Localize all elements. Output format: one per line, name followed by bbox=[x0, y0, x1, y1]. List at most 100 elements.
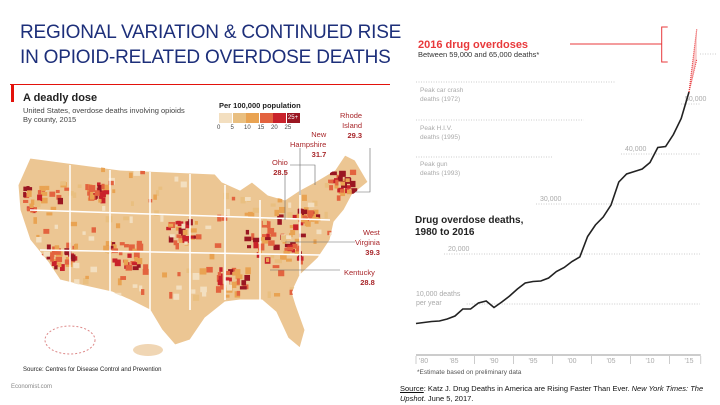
legend-swatch bbox=[232, 113, 246, 123]
highlight-title: 2016 drug overdoses bbox=[418, 39, 529, 51]
x-tick-label: '00 bbox=[567, 358, 576, 365]
callout-ohio: Ohio 28.5 bbox=[272, 158, 288, 177]
county-cell bbox=[103, 245, 110, 251]
county-cell bbox=[327, 248, 332, 254]
county-cell bbox=[56, 194, 62, 200]
us-county-map bbox=[17, 148, 371, 356]
county-cell bbox=[64, 259, 72, 265]
county-cell bbox=[50, 254, 54, 262]
county-cell bbox=[142, 268, 149, 275]
county-cell bbox=[43, 228, 50, 234]
county-cell bbox=[278, 259, 282, 264]
county-cell bbox=[75, 262, 80, 269]
county-cell bbox=[24, 192, 30, 199]
county-cell bbox=[40, 263, 44, 269]
county-cell bbox=[289, 225, 294, 229]
county-cell bbox=[262, 218, 267, 225]
county-cell bbox=[169, 234, 175, 238]
county-cell bbox=[235, 274, 243, 280]
county-cell bbox=[268, 240, 275, 246]
county-cell bbox=[217, 279, 223, 286]
county-cell bbox=[316, 229, 322, 235]
county-cell bbox=[312, 200, 318, 207]
county-cell bbox=[301, 175, 306, 182]
county-cell bbox=[136, 240, 142, 245]
county-cell bbox=[123, 216, 130, 221]
county-cell bbox=[331, 179, 337, 184]
county-cell bbox=[136, 263, 141, 268]
legend-swatch: 25+ bbox=[286, 113, 300, 123]
county-cell bbox=[140, 167, 145, 175]
county-cell bbox=[334, 270, 339, 274]
county-cell bbox=[345, 185, 351, 189]
county-cell bbox=[265, 258, 270, 263]
county-cell bbox=[217, 214, 222, 222]
map-source: Source: Centres for Disease Control and … bbox=[23, 367, 162, 373]
slide-title-line1: REGIONAL VARIATION & CONTINUED RISE bbox=[20, 22, 402, 43]
county-cell bbox=[85, 184, 91, 191]
county-cell bbox=[241, 280, 247, 286]
county-cell bbox=[143, 264, 149, 271]
county-cell bbox=[175, 242, 179, 250]
county-cell bbox=[256, 252, 261, 258]
callout-kentucky: Kentucky 28.8 bbox=[344, 268, 375, 287]
county-cell bbox=[285, 235, 292, 240]
ref-label-car-crash: Peak car crash deaths (1972) bbox=[420, 87, 464, 103]
county-cell bbox=[225, 294, 230, 298]
county-cell bbox=[226, 208, 230, 216]
us-outline bbox=[17, 154, 369, 349]
county-cell bbox=[104, 186, 111, 191]
county-cell bbox=[220, 283, 224, 290]
county-cell bbox=[114, 259, 121, 267]
highlight-subtitle: Between 59,000 and 65,000 deaths* bbox=[418, 50, 540, 59]
county-cell bbox=[167, 223, 174, 227]
county-cell bbox=[255, 177, 262, 183]
county-cell bbox=[54, 224, 58, 229]
county-cell bbox=[278, 270, 285, 277]
county-cell bbox=[103, 190, 110, 195]
county-cell bbox=[175, 221, 180, 225]
county-cell bbox=[273, 293, 281, 297]
county-cell bbox=[46, 255, 53, 260]
county-cell bbox=[133, 170, 141, 176]
county-cell bbox=[244, 212, 249, 216]
county-cell bbox=[30, 199, 35, 206]
county-cell bbox=[336, 246, 340, 251]
estimate-bracket bbox=[661, 26, 668, 63]
x-tick-label: '15 bbox=[684, 358, 693, 365]
county-cell bbox=[162, 272, 168, 278]
county-cell bbox=[265, 237, 271, 241]
county-cell bbox=[199, 268, 207, 275]
county-cell bbox=[313, 209, 319, 215]
county-cell bbox=[178, 238, 184, 243]
county-cell bbox=[31, 294, 38, 300]
x-tick-label: '90 bbox=[489, 358, 498, 365]
county-cell bbox=[23, 186, 29, 192]
county-cell bbox=[313, 239, 317, 244]
county-cell bbox=[296, 247, 300, 252]
legend-tick: 25 bbox=[284, 125, 292, 131]
ref-label-hiv: Peak H.I.V. deaths (1995) bbox=[420, 125, 461, 141]
county-cell bbox=[101, 165, 106, 173]
county-cell bbox=[200, 286, 207, 293]
county-cell bbox=[340, 189, 346, 197]
county-cell bbox=[36, 237, 42, 243]
county-cell bbox=[205, 225, 212, 230]
county-cell bbox=[299, 260, 303, 265]
county-cell bbox=[297, 208, 304, 216]
county-cell bbox=[97, 182, 101, 187]
county-cell bbox=[329, 185, 334, 191]
county-cell bbox=[127, 253, 132, 258]
y-tick-label: 50,000 bbox=[685, 96, 707, 103]
county-cell bbox=[336, 195, 341, 201]
county-cell bbox=[286, 246, 294, 251]
county-cell bbox=[214, 243, 222, 248]
county-cell bbox=[209, 253, 215, 260]
county-cell bbox=[301, 194, 307, 201]
county-cell bbox=[51, 249, 57, 255]
county-cell bbox=[130, 201, 134, 207]
county-cell bbox=[134, 256, 138, 262]
county-cell bbox=[252, 237, 260, 243]
county-cell bbox=[202, 291, 207, 297]
county-cell bbox=[294, 238, 301, 243]
